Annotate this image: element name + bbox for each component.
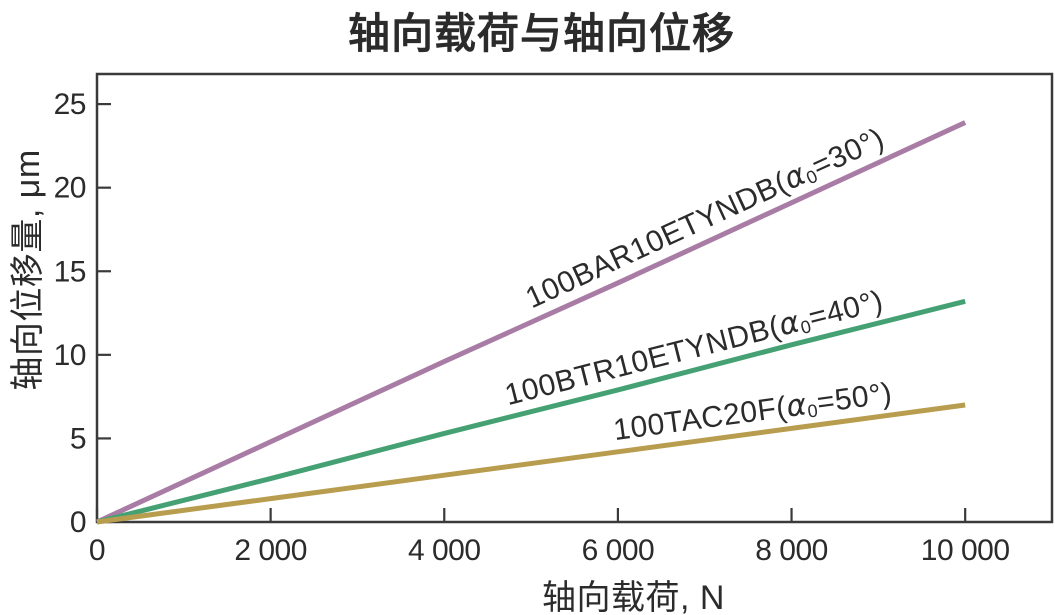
x-tick-label: 2 000: [234, 534, 307, 567]
y-tick-label: 10: [54, 339, 86, 372]
y-tick-label: 15: [54, 255, 86, 288]
series-line-100TAC20F: [96, 402, 966, 525]
x-axis-title: 轴向载荷, N: [542, 579, 725, 615]
y-tick-label: 20: [54, 172, 86, 205]
y-tick-label: 0: [70, 506, 86, 539]
alpha-symbol: α: [784, 387, 810, 425]
x-tick-label: 8 000: [755, 534, 828, 567]
x-tick-label: 10 000: [921, 534, 1010, 567]
series-line-100BTR10ETYNDB: [96, 298, 966, 525]
y-tick-label: 25: [54, 88, 86, 121]
plot-frame: [95, 72, 1054, 524]
chart-title: 轴向载荷与轴向位移: [347, 10, 735, 57]
x-tick-label: 4 000: [408, 534, 481, 567]
x-tick-label: 0: [89, 534, 105, 567]
series-line-100BAR10ETYNDB: [95, 120, 967, 525]
y-tick-label: 5: [70, 422, 86, 455]
x-tick-label: 6 000: [582, 534, 655, 567]
